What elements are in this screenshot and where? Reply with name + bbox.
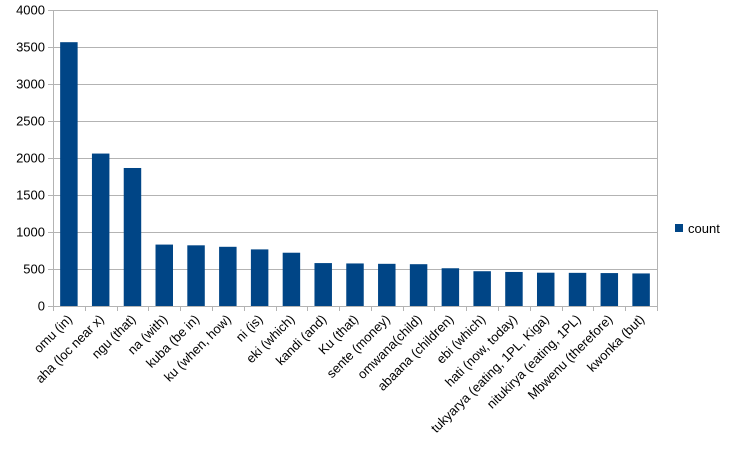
bar <box>378 263 396 306</box>
y-tick-labels: 0 500 1000 1500 2000 2500 3000 3500 4000 <box>16 3 45 314</box>
bar <box>187 245 205 306</box>
bar <box>123 167 142 306</box>
bar <box>505 271 523 306</box>
bar <box>250 249 269 306</box>
bar <box>409 264 428 306</box>
bar <box>600 273 619 306</box>
bars <box>60 42 650 306</box>
bar <box>441 268 460 306</box>
bar <box>219 246 237 306</box>
y-tick-label: 2000 <box>16 151 45 166</box>
y-tick-label: 1500 <box>16 188 45 203</box>
bar <box>346 263 364 306</box>
y-tick-label: 2500 <box>16 114 45 129</box>
legend: count <box>675 221 720 236</box>
bar <box>282 252 301 306</box>
legend-label-count: count <box>688 221 720 236</box>
bar <box>314 263 332 306</box>
bar <box>91 153 110 306</box>
bar <box>60 42 78 306</box>
bar <box>155 244 173 306</box>
bar <box>568 272 587 306</box>
legend-swatch <box>675 224 683 232</box>
y-tick-label: 500 <box>23 262 45 277</box>
gridlines <box>53 10 657 307</box>
y-tick-label: 0 <box>38 299 45 314</box>
axes <box>48 10 658 311</box>
y-tick-label: 3500 <box>16 40 45 55</box>
bar <box>473 271 491 306</box>
y-tick-label: 1000 <box>16 225 45 240</box>
bar <box>536 272 555 306</box>
y-tick-label: 3000 <box>16 77 45 92</box>
bar <box>632 273 650 306</box>
y-tick-label: 4000 <box>16 3 45 18</box>
